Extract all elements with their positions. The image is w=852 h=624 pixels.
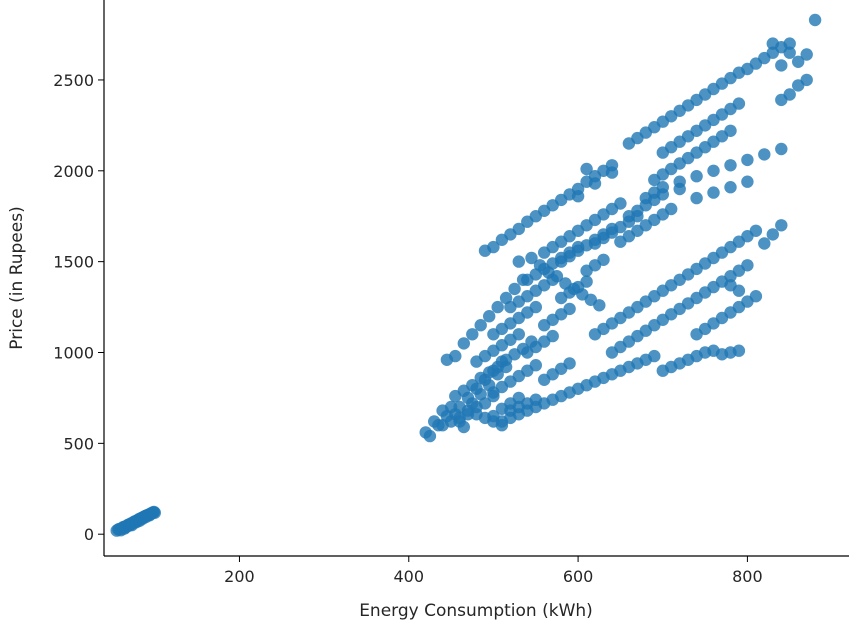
data-point: [749, 224, 763, 237]
data-point: [512, 222, 525, 236]
data-point: [792, 55, 805, 68]
data-point: [783, 37, 796, 50]
data-point: [766, 37, 779, 50]
data-point: [580, 275, 593, 288]
data-point: [724, 124, 737, 137]
y-tick-label: 1000: [53, 343, 94, 362]
data-point: [449, 349, 462, 363]
y-tick-label: 2000: [53, 162, 94, 181]
data-point: [487, 240, 500, 254]
data-point: [115, 522, 128, 535]
x-axis-ticks: 200 400 600 800: [224, 556, 763, 586]
data-point: [775, 93, 788, 107]
data-point: [563, 302, 576, 316]
x-tick-label: 800: [732, 567, 763, 586]
data-point: [508, 282, 521, 296]
data-point: [563, 357, 576, 370]
data-point: [724, 181, 737, 194]
data-point: [741, 175, 754, 188]
data-point: [597, 253, 610, 266]
data-point: [614, 197, 627, 210]
data-point: [457, 337, 470, 350]
data-point: [724, 159, 737, 172]
data-point: [605, 166, 619, 179]
data-point: [758, 237, 771, 250]
data-point: [749, 290, 763, 303]
data-point: [478, 397, 492, 410]
data-point: [605, 222, 619, 236]
data-point: [423, 429, 437, 443]
data-point: [690, 191, 703, 205]
data-point: [766, 228, 779, 241]
data-point: [741, 153, 754, 167]
data-point: [808, 13, 822, 27]
data-point: [775, 219, 788, 232]
data-point: [673, 182, 686, 196]
data-point: [483, 310, 496, 323]
data-point: [800, 48, 813, 61]
data-point: [525, 335, 538, 348]
data-point: [571, 190, 585, 203]
data-point: [775, 142, 788, 156]
y-axis-label: Price (in Rupees): [7, 206, 27, 349]
y-tick-label: 500: [63, 434, 94, 453]
data-point: [546, 329, 559, 343]
data-point: [783, 46, 796, 59]
data-point: [512, 255, 525, 268]
data-point: [707, 186, 720, 199]
data-point: [474, 319, 487, 332]
data-point: [775, 59, 788, 72]
y-tick-label: 2500: [53, 71, 94, 90]
data-point: [529, 359, 542, 372]
data-point: [512, 391, 525, 405]
data-point: [631, 210, 644, 223]
data-point: [550, 270, 564, 283]
data-point: [665, 202, 678, 216]
data-point: [758, 148, 771, 161]
data-point: [656, 188, 669, 201]
data-point: [588, 177, 602, 190]
x-tick-label: 400: [393, 567, 424, 586]
data-point: [525, 251, 538, 265]
y-axis-ticks: 0 500 1000 1500 2000 2500: [53, 71, 104, 544]
data-point: [529, 300, 542, 314]
data-point: [571, 240, 585, 254]
y-tick-label: 1500: [53, 253, 94, 272]
data-point: [495, 419, 509, 432]
data-point: [648, 349, 661, 363]
data-point: [466, 379, 479, 392]
data-point: [143, 509, 156, 522]
data-point: [631, 224, 644, 237]
x-axis-label: Energy Consumption (kWh): [359, 601, 593, 621]
x-tick-label: 200: [224, 567, 255, 586]
data-point: [512, 328, 525, 341]
data-point: [491, 360, 504, 374]
data-point: [516, 342, 530, 356]
data-point: [792, 79, 805, 92]
data-point: [487, 389, 500, 403]
data-point: [690, 170, 703, 183]
x-tick-label: 600: [563, 567, 594, 586]
data-point: [529, 393, 542, 406]
data-point: [732, 97, 746, 110]
data-point: [732, 344, 746, 357]
data-point: [466, 328, 479, 341]
data-point: [593, 299, 606, 312]
data-points: [110, 13, 822, 537]
data-point: [491, 300, 504, 314]
data-point: [741, 259, 754, 272]
data-point: [580, 162, 593, 176]
data-point: [707, 164, 720, 177]
data-point: [461, 408, 475, 421]
y-tick-label: 0: [84, 525, 94, 544]
data-point: [533, 259, 547, 272]
axes-spines: [103, 0, 849, 557]
